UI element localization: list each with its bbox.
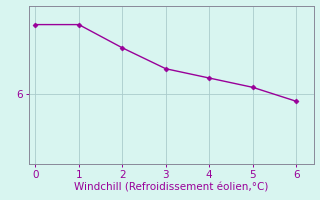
X-axis label: Windchill (Refroidissement éolien,°C): Windchill (Refroidissement éolien,°C) bbox=[74, 182, 268, 192]
